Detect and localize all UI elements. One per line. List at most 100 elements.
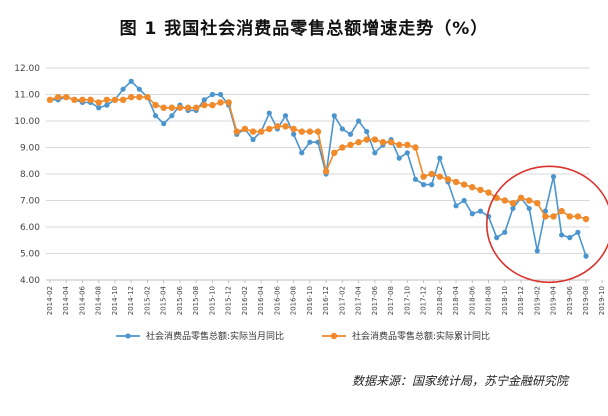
x-tick-label: 2016-12 bbox=[322, 286, 330, 315]
x-tick-label: 2015-08 bbox=[192, 286, 200, 315]
x-tick-label: 2018-02 bbox=[436, 286, 444, 315]
data-point bbox=[169, 113, 175, 119]
chart-title: 图 1 我国社会消费品零售总额增速走势（%） bbox=[119, 19, 489, 39]
data-point bbox=[583, 253, 589, 259]
y-tick-label: 5.00 bbox=[20, 250, 40, 260]
data-point bbox=[331, 149, 338, 156]
data-point bbox=[534, 248, 540, 254]
data-point bbox=[364, 129, 370, 135]
data-point bbox=[79, 96, 86, 104]
data-point bbox=[534, 199, 541, 207]
data-point bbox=[266, 125, 273, 133]
data-point bbox=[290, 125, 297, 133]
data-point bbox=[128, 78, 134, 84]
data-point bbox=[192, 104, 200, 111]
data-point bbox=[444, 176, 452, 183]
data-point bbox=[128, 93, 135, 101]
data-point bbox=[217, 99, 224, 106]
data-point bbox=[461, 197, 467, 204]
data-point bbox=[291, 131, 297, 137]
series-cumulative bbox=[46, 93, 590, 223]
data-point bbox=[136, 93, 143, 101]
data-point bbox=[347, 131, 354, 137]
data-point bbox=[559, 232, 565, 238]
data-point bbox=[404, 141, 411, 149]
data-point bbox=[575, 229, 581, 235]
data-point bbox=[510, 205, 516, 212]
data-point bbox=[525, 197, 533, 204]
data-point bbox=[574, 213, 582, 220]
data-point bbox=[387, 139, 395, 146]
data-point bbox=[396, 155, 402, 161]
data-point bbox=[104, 102, 110, 108]
highlight-circle bbox=[486, 165, 608, 284]
x-axis-ticks: 2014-02 2014-04 2014-06 2014-08 2014-10 2014-… bbox=[46, 280, 606, 315]
x-tick-label: 2019-06 bbox=[566, 285, 574, 315]
data-point bbox=[184, 104, 192, 111]
data-point bbox=[306, 128, 314, 135]
x-tick-label: 2015-02 bbox=[143, 286, 151, 315]
data-point bbox=[161, 121, 167, 127]
data-point bbox=[266, 110, 272, 116]
data-point bbox=[412, 176, 419, 182]
data-point bbox=[282, 123, 289, 130]
data-point bbox=[339, 144, 346, 151]
data-point bbox=[460, 181, 468, 188]
data-point bbox=[347, 141, 354, 149]
data-point bbox=[152, 113, 159, 119]
y-tick-label: 9.00 bbox=[20, 144, 40, 154]
data-point bbox=[371, 136, 379, 143]
data-point bbox=[420, 182, 427, 188]
data-point bbox=[558, 207, 565, 215]
data-point bbox=[120, 86, 126, 92]
legend-label: 社会消费品零售总额:实际累计同比 bbox=[352, 330, 490, 342]
data-point bbox=[452, 178, 460, 186]
x-tick-label: 2017-08 bbox=[387, 286, 395, 315]
data-point bbox=[379, 139, 387, 146]
data-point bbox=[136, 86, 142, 92]
x-tick-label: 2017-10 bbox=[403, 286, 411, 315]
data-point bbox=[217, 91, 224, 98]
data-point bbox=[404, 150, 410, 156]
data-point bbox=[322, 168, 330, 175]
x-tick-label: 2015-12 bbox=[225, 286, 233, 315]
x-tick-label: 2017-02 bbox=[338, 286, 346, 315]
data-point bbox=[176, 104, 184, 111]
data-point bbox=[453, 203, 459, 209]
data-point bbox=[469, 211, 475, 217]
data-point bbox=[209, 101, 216, 109]
data-point bbox=[429, 182, 435, 188]
data-point bbox=[241, 125, 249, 133]
data-point bbox=[517, 194, 525, 202]
data-point bbox=[396, 141, 403, 149]
data-point bbox=[144, 93, 151, 101]
y-axis-ticks: 12.00 11.00 10.00 9.00 8.00 7.00 6.00 5.00 4.00 bbox=[14, 64, 40, 286]
x-tick-label: 2017-06 bbox=[371, 285, 379, 315]
x-tick-label: 2018-06 bbox=[468, 285, 476, 315]
data-point bbox=[119, 96, 127, 104]
y-tick-label: 10.00 bbox=[14, 117, 40, 127]
data-point bbox=[412, 144, 419, 151]
data-point bbox=[469, 184, 476, 191]
y-tick-label: 7.00 bbox=[20, 197, 40, 207]
x-tick-label: 2018-10 bbox=[501, 286, 509, 315]
data-point bbox=[54, 93, 62, 101]
x-tick-label: 2019-08 bbox=[582, 286, 590, 315]
data-point bbox=[274, 123, 281, 130]
x-tick-label: 2014-04 bbox=[62, 285, 70, 315]
data-point bbox=[298, 128, 305, 135]
y-tick-label: 4.00 bbox=[20, 276, 40, 286]
data-point bbox=[437, 155, 443, 161]
data-point bbox=[111, 96, 119, 104]
data-point bbox=[567, 235, 573, 241]
x-tick-label: 2015-10 bbox=[208, 286, 216, 315]
source-note: 数据来源：国家统计局，苏宁金融研究院 bbox=[351, 374, 568, 388]
data-point bbox=[436, 173, 444, 180]
x-tick-label: 2014-08 bbox=[95, 286, 103, 315]
x-tick-label: 2018-04 bbox=[452, 285, 460, 315]
y-tick-label: 12.00 bbox=[14, 64, 40, 74]
data-point bbox=[233, 128, 240, 135]
x-tick-label: 2018-08 bbox=[485, 286, 493, 315]
data-point bbox=[63, 93, 70, 101]
